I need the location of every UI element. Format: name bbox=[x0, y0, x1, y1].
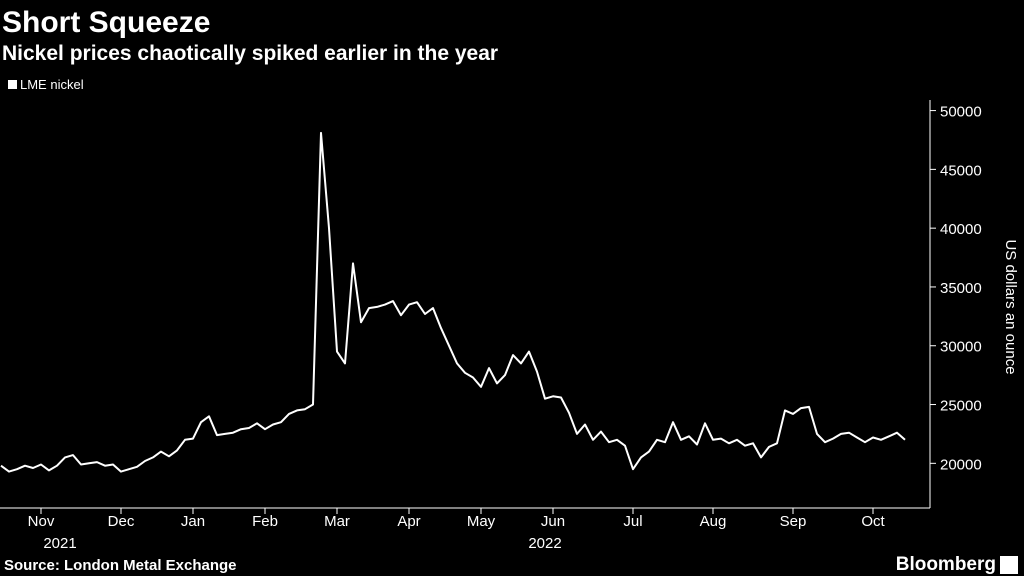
x-tick-label: Apr bbox=[397, 513, 420, 530]
y-tick-label: 40000 bbox=[940, 221, 982, 238]
x-tick-label: May bbox=[467, 513, 496, 530]
x-tick-label: Sep bbox=[780, 513, 807, 530]
y-tick-label: 50000 bbox=[940, 104, 982, 121]
x-tick-label: Dec bbox=[108, 513, 135, 530]
x-tick-label: Aug bbox=[700, 513, 727, 530]
y-axis-label: US dollars an ounce bbox=[1002, 239, 1019, 374]
chart-title: Short Squeeze bbox=[2, 6, 210, 39]
x-tick-label: Jan bbox=[181, 513, 205, 530]
x-group-label: 2022 bbox=[528, 535, 561, 552]
y-tick-label: 25000 bbox=[940, 398, 982, 415]
line bbox=[0, 131, 906, 473]
x-tick-label: Jul bbox=[623, 513, 642, 530]
chart-subtitle: Nickel prices chaotically spiked earlier… bbox=[2, 42, 498, 65]
y-tick-label: 30000 bbox=[940, 339, 982, 356]
brand-icon bbox=[1000, 556, 1018, 574]
y-tick-label: 45000 bbox=[940, 162, 982, 179]
brand: Bloomberg bbox=[896, 554, 996, 575]
legend-swatch bbox=[8, 80, 17, 89]
x-tick-label: Oct bbox=[861, 513, 885, 530]
x-tick-label: Jun bbox=[541, 513, 565, 530]
source: Source: London Metal Exchange bbox=[4, 557, 237, 574]
x-tick-label: Feb bbox=[252, 513, 278, 530]
y-tick-label: 35000 bbox=[940, 280, 982, 297]
x-tick-label: Mar bbox=[324, 513, 350, 530]
x-tick-label: Nov bbox=[28, 513, 55, 530]
y-tick-label: 20000 bbox=[940, 456, 982, 473]
x-group-label: 2021 bbox=[43, 535, 76, 552]
legend-label: LME nickel bbox=[20, 77, 84, 92]
